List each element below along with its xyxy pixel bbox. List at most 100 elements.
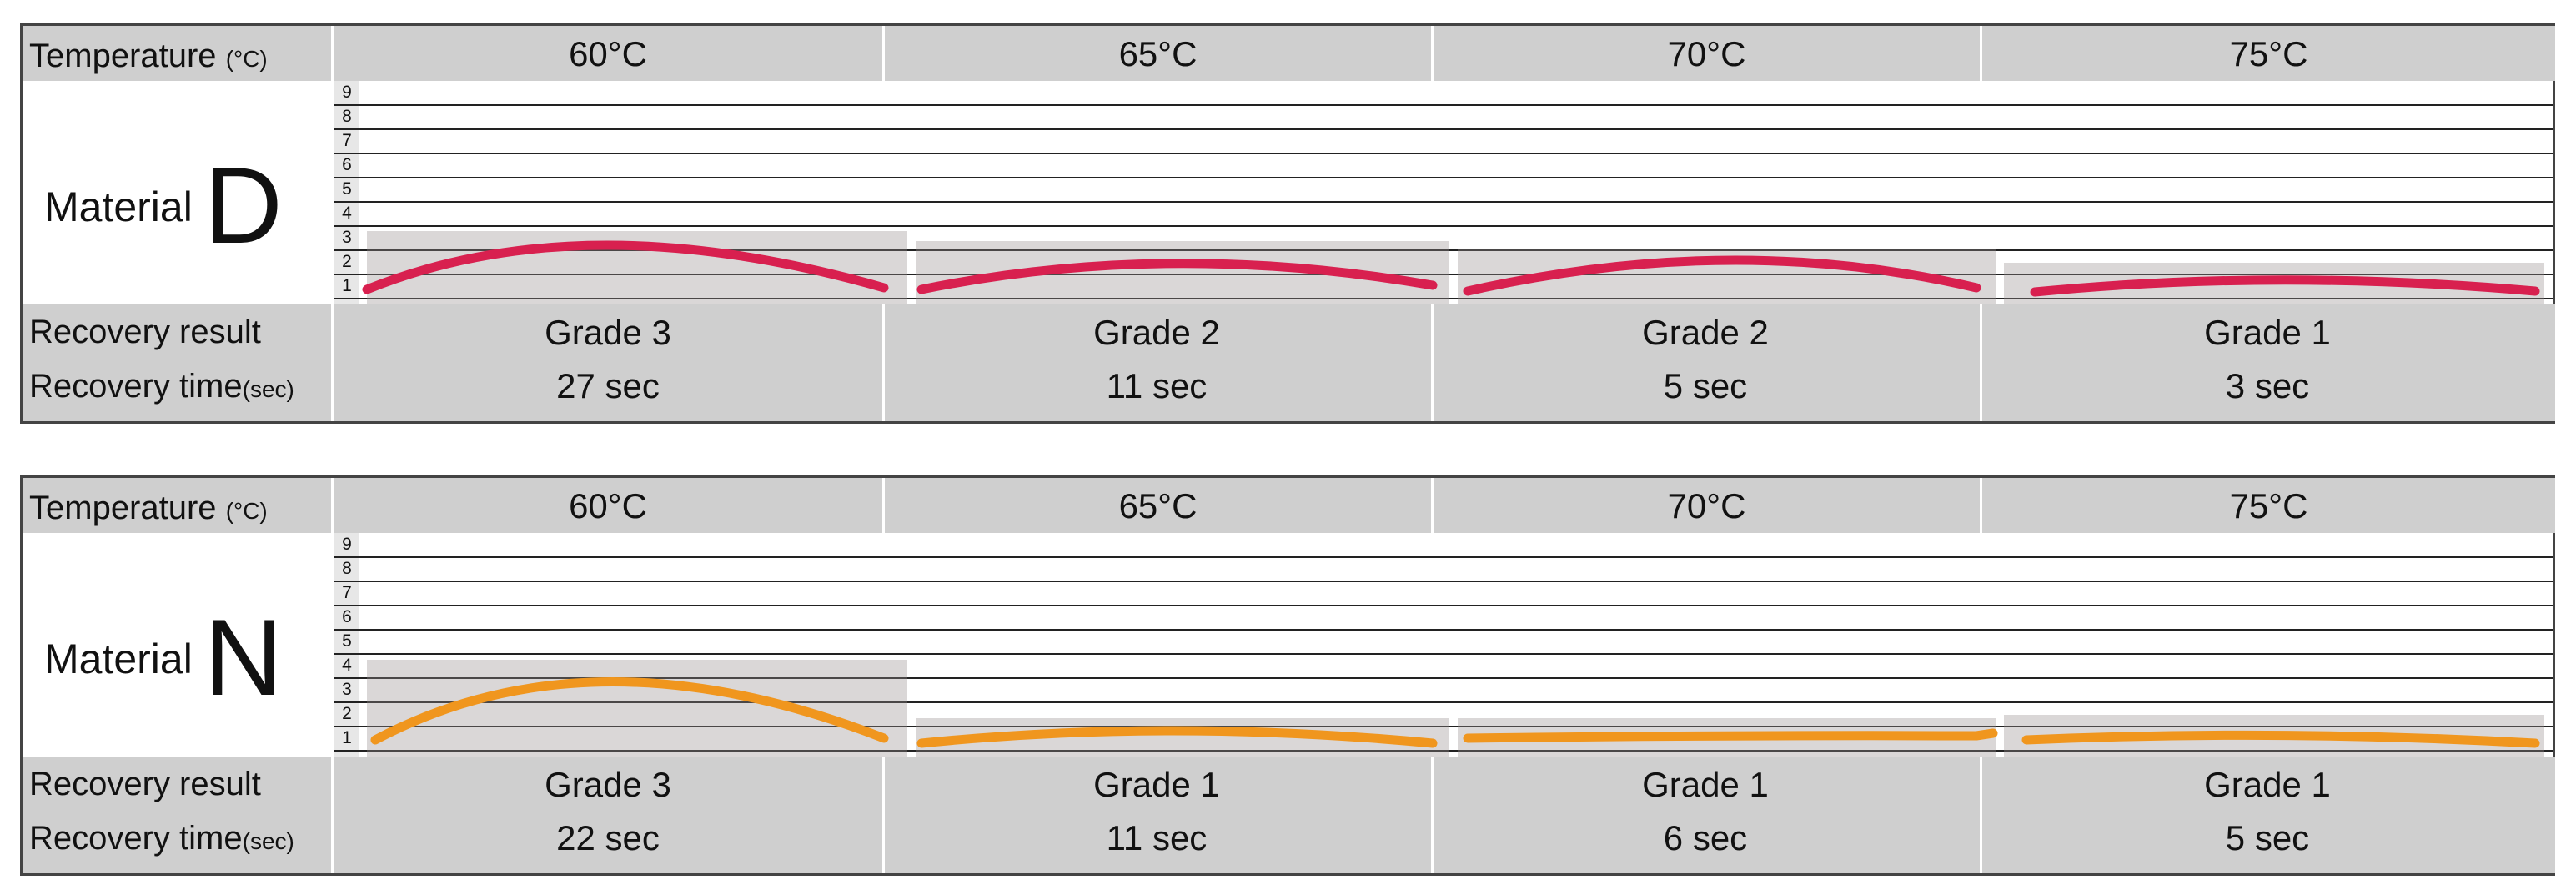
recovery-time: 27 sec (556, 366, 660, 405)
recovery-grade: Grade 1 (2204, 313, 2331, 352)
scale-label: 2 (342, 704, 352, 723)
sample-curve (1463, 728, 1998, 743)
recovery-time: 11 sec (1106, 366, 1208, 405)
column-header: 70°C (1431, 478, 1980, 533)
sample-curve (916, 726, 1438, 748)
temperature-label: Temperature (°C) (29, 38, 268, 74)
column-footer (334, 757, 882, 873)
recovery-grade: Grade 1 (1093, 765, 1220, 804)
column-header: 70°C (1431, 26, 1980, 81)
scale-label: 4 (342, 656, 352, 675)
recovery-grade: Grade 2 (1093, 313, 1220, 352)
column-header: 65°C (882, 478, 1431, 533)
temperature-value: 60°C (569, 486, 647, 525)
column-header: 65°C (882, 26, 1431, 81)
column-footer (1431, 757, 1980, 873)
sample-curve (1463, 255, 1981, 296)
temperature-value: 65°C (1118, 486, 1198, 525)
sample-curve (362, 240, 889, 294)
column-header: 75°C (1980, 26, 2555, 81)
material-n-panel: Temperature (°C) Material N Recovery res… (20, 475, 2555, 876)
recovery-grade: Grade 1 (1642, 765, 1769, 804)
scale-label: 4 (342, 204, 352, 223)
recovery-time: 11 sec (1106, 818, 1208, 857)
temperature-value: 60°C (569, 34, 647, 73)
recovery-time: 22 sec (556, 818, 660, 857)
scale-label: 3 (342, 680, 352, 699)
grid-line (334, 653, 2553, 655)
recovery-time-label: Recovery time(sec) (29, 368, 294, 405)
recovery-time-label: Recovery time(sec) (29, 820, 294, 857)
grid-line (334, 605, 2553, 606)
material-word: Material (44, 184, 193, 230)
scale-label: 7 (342, 131, 352, 150)
column-footer (1431, 304, 1980, 421)
material-word: Material (44, 636, 193, 682)
grid-line (334, 177, 2553, 178)
grid-line (334, 677, 2553, 679)
recovery-time: 3 sec (2225, 366, 2310, 405)
column-separator (331, 26, 334, 421)
temperature-value: 70°C (1667, 486, 1746, 525)
grid-line (334, 274, 2553, 275)
grid-line (334, 298, 2553, 299)
grid-line (334, 556, 2553, 558)
column-separator (331, 478, 334, 873)
grid-line (334, 249, 2553, 251)
column-footer (882, 757, 1431, 873)
recovery-grade: Grade 2 (1642, 313, 1769, 352)
scale-label: 7 (342, 583, 352, 602)
recovery-result-label: Recovery result (29, 314, 261, 350)
column-footer (1980, 304, 2555, 421)
temperature-value: 75°C (2229, 34, 2308, 73)
grid-line (334, 201, 2553, 203)
column-footer (1980, 757, 2555, 873)
scale-label: 8 (342, 559, 352, 578)
grade-scale: 9 8 7 6 5 4 3 2 1 (334, 533, 359, 757)
scale-label: 1 (342, 276, 352, 295)
recovery-grid: 9 8 7 6 5 4 3 2 1 (334, 81, 2553, 304)
scale-label: 6 (342, 607, 352, 626)
temperature-value: 65°C (1118, 34, 1198, 73)
scale-label: 2 (342, 252, 352, 271)
recovery-grade: Grade 1 (2204, 765, 2331, 804)
recovery-time: 5 sec (2225, 818, 2310, 857)
grid-line (334, 581, 2553, 582)
recovery-time: 5 sec (1663, 366, 1748, 405)
grid-line (334, 153, 2553, 154)
scale-label: 9 (342, 83, 352, 102)
material-letter: D (203, 144, 283, 266)
column-footer (882, 304, 1431, 421)
label-header-band (23, 478, 331, 533)
recovery-grade: Grade 3 (545, 765, 671, 804)
sample-curve (2030, 275, 2540, 297)
column-header: 60°C (334, 478, 882, 533)
material-label: Material N (44, 553, 283, 720)
temperature-label: Temperature (°C) (29, 490, 268, 526)
temperature-value: 75°C (2229, 486, 2308, 525)
temperature-value: 70°C (1667, 34, 1746, 73)
scale-label: 6 (342, 155, 352, 174)
sample-curve (916, 259, 1438, 294)
label-column: Temperature (°C) Material D Recovery res… (23, 26, 331, 421)
scale-label: 1 (342, 728, 352, 747)
grade-scale: 9 8 7 6 5 4 3 2 1 (334, 81, 359, 304)
column-header: 60°C (334, 26, 882, 81)
scale-label: 8 (342, 107, 352, 126)
grid-line (334, 225, 2553, 227)
grid-line (334, 750, 2553, 752)
scale-label: 9 (342, 535, 352, 554)
sample-curves (370, 677, 2540, 748)
sample-curve (370, 677, 889, 745)
label-footer-band (23, 757, 331, 873)
label-header-band (23, 26, 331, 81)
material-d-panel: Temperature (°C) Material D Recovery res… (20, 23, 2555, 424)
grid-line (334, 104, 2553, 106)
grid-line (334, 128, 2553, 130)
material-label: Material D (44, 101, 283, 268)
column-header: 75°C (1980, 478, 2555, 533)
label-column: Temperature (°C) Material N Recovery res… (23, 478, 331, 873)
grid-line (334, 726, 2553, 727)
scale-label: 5 (342, 631, 352, 651)
label-footer-band (23, 304, 331, 421)
